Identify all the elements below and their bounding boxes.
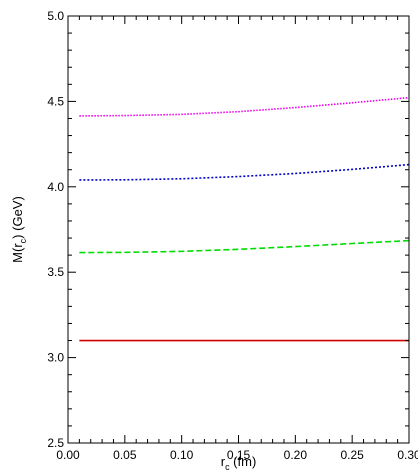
x-tick-label: 0.20 <box>284 448 308 462</box>
plot-frame <box>67 15 410 444</box>
y-tick-label: 5.0 <box>47 9 64 23</box>
x-axis-label-sub: c <box>225 462 230 472</box>
y-tick-label: 4.0 <box>47 180 64 194</box>
tick-layer: 0.00 0.05 0.10 0.15 0.20 0.25 0.30 2.5 3.0 3.5 4.0… <box>47 9 418 462</box>
x-axis-label: rc (fm) <box>221 454 257 472</box>
x-tick-label: 0.05 <box>113 448 137 462</box>
x-tick-label: 0.10 <box>170 448 194 462</box>
x-tick-label: 0.15 <box>227 448 251 462</box>
x-tick-label: 0.30 <box>397 448 418 462</box>
x-tick-label: 0.25 <box>340 448 364 462</box>
y-tick-label: 2.5 <box>47 436 64 450</box>
x-tick-label: 0.00 <box>56 448 80 462</box>
series-layer <box>79 96 410 342</box>
series-line-3 <box>79 163 410 181</box>
y-axis-label: M(rc) (GeV) <box>10 196 28 263</box>
y-axis-label-suffix: ) (GeV) <box>10 196 25 239</box>
y-axis-label-sub: c <box>18 238 28 243</box>
series-line-2 <box>79 239 410 254</box>
y-tick-label: 3.0 <box>47 351 64 365</box>
y-tick-label: 3.5 <box>47 265 64 279</box>
series-line-4 <box>79 96 410 117</box>
y-tick-label: 4.5 <box>47 94 64 108</box>
x-axis-label-main: r <box>221 454 226 469</box>
y-axis-label-prefix: M(r <box>10 243 25 263</box>
x-axis-label-suffix: (fm) <box>230 454 257 469</box>
